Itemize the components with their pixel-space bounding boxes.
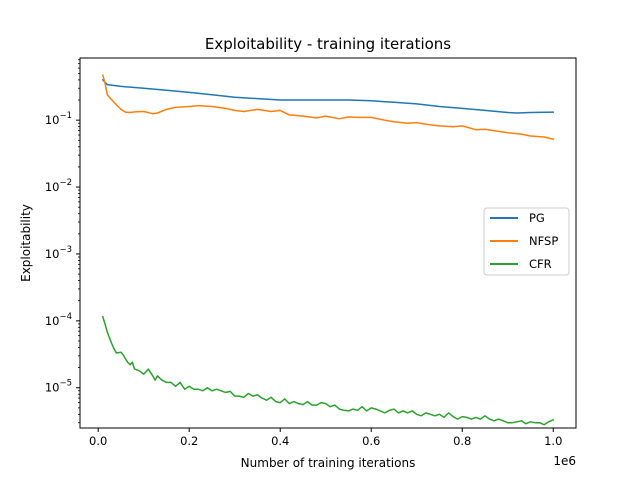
y-axis-label: Exploitability xyxy=(19,204,33,282)
x-axis: 0.0 0.2 0.4 0.6 0.8 1.0 xyxy=(89,428,562,448)
legend-label-nfsp: NFSP xyxy=(529,234,558,248)
plot-frame xyxy=(79,57,577,429)
x-tick-label: 0.4 xyxy=(271,434,289,448)
y-tick-label: 10−1 xyxy=(45,111,72,127)
y-tick-label: 10−5 xyxy=(45,379,72,395)
y-tick-label: 10−2 xyxy=(45,178,72,194)
series-line-cfr xyxy=(101,315,555,426)
x-tick-label: 0.6 xyxy=(362,434,380,448)
x-tick-label: 1.0 xyxy=(544,434,562,448)
series-line-nfsp xyxy=(101,74,555,141)
x-axis-offset-label: 1e6 xyxy=(553,454,576,468)
x-tick-label: 0.2 xyxy=(180,434,198,448)
y-axis: 10−5 10−4 10−3 10−2 10−1 xyxy=(45,59,80,424)
legend: PG NFSP CFR xyxy=(483,207,570,276)
x-axis-label: Number of training iterations xyxy=(241,456,416,470)
legend-label-cfr: CFR xyxy=(529,257,552,271)
series-layer xyxy=(101,74,555,426)
series-line-pg xyxy=(101,78,554,114)
x-tick-label: 0.0 xyxy=(89,434,107,448)
y-tick-label: 10−3 xyxy=(45,245,72,261)
legend-box xyxy=(483,207,570,276)
legend-label-pg: PG xyxy=(529,211,545,225)
chart-title: Exploitability - training iterations xyxy=(205,35,451,53)
x-tick-label: 0.8 xyxy=(453,434,471,448)
y-tick-label: 10−4 xyxy=(45,312,72,328)
